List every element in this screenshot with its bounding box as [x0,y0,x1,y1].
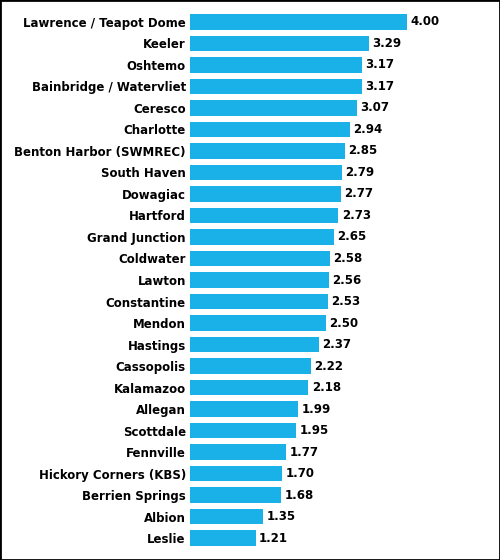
Text: 2.94: 2.94 [353,123,382,136]
Bar [190,358,310,374]
Text: 1.21: 1.21 [259,531,288,544]
Bar [190,337,319,352]
Bar [190,143,345,158]
Bar [190,100,357,116]
Text: 1.35: 1.35 [266,510,296,523]
Bar [190,57,362,73]
Text: 2.77: 2.77 [344,188,373,200]
Text: 3.17: 3.17 [366,58,394,72]
Bar [190,294,328,309]
Bar [190,380,308,395]
Bar [190,487,282,503]
Text: 2.73: 2.73 [342,209,370,222]
Bar [190,79,362,94]
Bar [190,272,329,288]
Text: 2.53: 2.53 [331,295,360,308]
Bar [190,423,296,438]
Text: 2.65: 2.65 [338,231,366,244]
Bar [190,165,342,180]
Text: 1.68: 1.68 [284,488,314,502]
Text: 1.95: 1.95 [299,424,328,437]
Bar [190,509,264,524]
Text: 1.77: 1.77 [290,446,318,459]
Text: 2.18: 2.18 [312,381,341,394]
Text: 3.07: 3.07 [360,101,389,114]
Text: 1.70: 1.70 [286,467,314,480]
Text: 4.00: 4.00 [410,16,440,29]
Text: 2.37: 2.37 [322,338,351,351]
Bar [190,466,282,481]
Bar [190,315,326,331]
Bar [190,251,330,266]
Text: 2.50: 2.50 [329,316,358,329]
Bar [190,444,286,460]
Text: 1.99: 1.99 [302,403,330,416]
Bar [190,14,408,30]
Text: 3.29: 3.29 [372,37,401,50]
Text: 2.58: 2.58 [334,252,362,265]
Bar [190,208,338,223]
Text: 2.56: 2.56 [332,273,362,287]
Text: 2.79: 2.79 [345,166,374,179]
Bar [190,402,298,417]
Bar [190,530,256,546]
Text: 2.22: 2.22 [314,360,343,372]
Text: 2.85: 2.85 [348,144,378,157]
Bar [190,122,350,137]
Text: 3.17: 3.17 [366,80,394,93]
Bar [190,229,334,245]
Bar [190,36,369,51]
Bar [190,186,340,202]
